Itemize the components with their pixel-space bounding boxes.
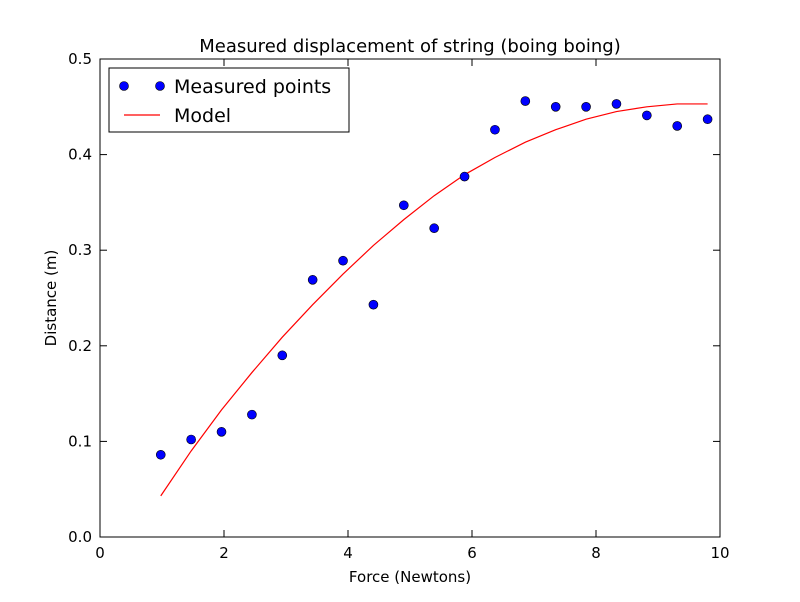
data-point-measured [307, 275, 318, 285]
data-point-measured [429, 223, 439, 234]
data-point-measured [216, 427, 227, 437]
legend-box [108, 67, 350, 133]
y-tick-label: 0.4 [68, 146, 92, 164]
y-tick-label: 0.5 [68, 50, 92, 68]
data-point-measured [368, 299, 379, 310]
legend-marker-measured-points [119, 81, 129, 91]
series-layer [155, 96, 713, 497]
data-point-measured [247, 409, 257, 420]
data-point-measured [581, 102, 591, 112]
y-tick-label: 0.2 [68, 337, 92, 355]
y-axis-label: Distance (m) [42, 250, 60, 347]
data-point-measured [186, 434, 196, 445]
data-point-measured [459, 171, 470, 182]
x-tick-label: 0 [95, 544, 105, 562]
data-point-measured [611, 99, 622, 109]
legend-label-model: Model [174, 105, 231, 127]
data-point-measured [642, 110, 652, 121]
data-point-measured [490, 124, 500, 135]
y-tick-label: 0.0 [68, 528, 92, 546]
x-tick-label: 6 [467, 544, 477, 562]
data-point-measured [672, 121, 683, 131]
x-axis-label: Force (Newtons) [349, 568, 471, 586]
data-point-measured [155, 449, 166, 460]
legend-label-measured-points: Measured points [174, 76, 331, 98]
y-tick-label: 0.3 [68, 241, 92, 259]
ticks: 0 2 4 6 8 10 0.0 0.1 0.2 0.3 0.4 0.5 [68, 50, 729, 562]
x-tick-label: 2 [219, 544, 229, 562]
data-point-measured [398, 200, 409, 211]
data-point-measured [550, 102, 561, 112]
data-point-measured [702, 114, 713, 125]
x-tick-label: 8 [591, 544, 601, 562]
data-point-measured [520, 96, 531, 106]
chart-title: Measured displacement of string (boing b… [199, 36, 620, 57]
series-line-model [160, 103, 708, 497]
legend-marker-measured-points [155, 81, 165, 91]
legend: Measured points Model [108, 67, 350, 133]
x-tick-label: 4 [343, 544, 353, 562]
data-point-measured [277, 350, 288, 361]
axes-frame [99, 58, 721, 538]
plot-area [99, 58, 721, 538]
data-point-measured [338, 255, 348, 266]
x-tick-label: 10 [710, 544, 729, 562]
y-tick-label: 0.1 [68, 432, 92, 450]
